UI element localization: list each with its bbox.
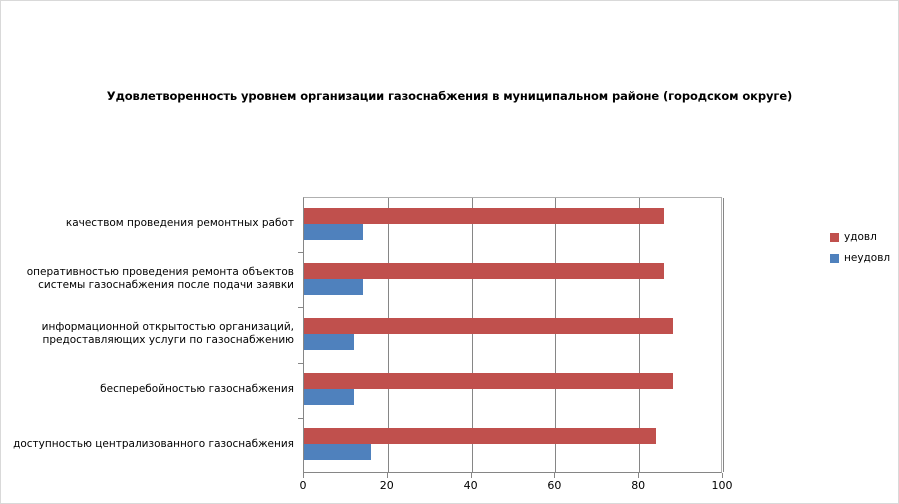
x-axis-tick-label: 60 — [547, 479, 562, 492]
x-axis-tick-mark — [638, 473, 640, 478]
x-axis-tick-mark — [386, 473, 388, 478]
plot-area — [303, 197, 724, 473]
y-axis-label-0: доступностью централизованного газоснабж… — [4, 438, 294, 451]
y-axis-label-2: информационной открытостью организаций, п… — [4, 321, 294, 347]
bar-неудовл-2 — [304, 334, 355, 350]
legend-label: удовл — [844, 231, 877, 243]
y-axis-label-line: оперативностью проведения ремонта объект… — [26, 265, 294, 278]
chart-title: Удовлетворенность уровнем организации га… — [106, 89, 793, 103]
bar-удовл-0 — [304, 428, 656, 445]
x-axis-tick-label: 100 — [711, 479, 733, 492]
x-axis-tick-mark — [722, 473, 723, 478]
y-axis-label-3: оперативностью проведения ремонта объект… — [4, 266, 294, 292]
y-axis-label-line: доступностью централизованного газоснабж… — [13, 437, 294, 450]
gridline — [639, 198, 641, 472]
gridline — [471, 198, 473, 472]
chart-legend: удовл неудовл — [830, 231, 890, 273]
y-axis-tick-mark — [298, 307, 303, 309]
x-axis-tick-label: 20 — [379, 479, 394, 492]
x-axis-tick-mark — [554, 473, 556, 478]
y-axis-label-1: бесперебойностью газоснабжения — [4, 383, 294, 396]
x-axis-tick-mark — [470, 473, 472, 478]
y-axis-tick-mark — [298, 362, 303, 364]
x-axis-tick-label: 0 — [299, 479, 307, 492]
x-axis-tick-label: 80 — [631, 479, 646, 492]
y-axis-label-line: качеством проведения ремонтных работ — [65, 217, 294, 230]
gridline — [555, 198, 557, 472]
y-axis-label-line: предоставляющих услуги по газоснабжению — [42, 334, 295, 346]
bar-неудовл-1 — [304, 389, 355, 406]
legend-label: неудовл — [844, 252, 891, 264]
legend-item-удовл: удовл — [830, 231, 890, 243]
x-axis-tick-labels: 0 20 40 60 80 100 — [1, 479, 898, 495]
y-axis-label-line: информационной открытостью организаций, — [41, 321, 294, 333]
y-axis-label-line: бесперебойностью газоснабжения — [100, 382, 294, 395]
bar-удовл-4 — [304, 207, 665, 224]
bar-неудовл-4 — [304, 223, 363, 240]
y-axis-label-line: системы газоснабжения после подачи заявк… — [38, 278, 294, 291]
bar-неудовл-3 — [304, 278, 363, 295]
gridline — [723, 198, 724, 472]
bar-неудовл-0 — [304, 444, 372, 461]
legend-swatch-icon — [830, 253, 839, 263]
bar-удовл-3 — [304, 262, 665, 279]
y-axis-label-4: качеством проведения ремонтных работ — [4, 217, 294, 230]
y-axis-tick-mark — [298, 252, 303, 254]
legend-item-неудовл: неудовл — [830, 252, 890, 264]
gridline — [387, 198, 389, 472]
x-axis-tick-mark — [303, 473, 304, 478]
bar-удовл-2 — [304, 318, 673, 334]
x-axis-tick-label: 40 — [463, 479, 478, 492]
y-axis-tick-mark — [298, 417, 303, 419]
legend-swatch-icon — [830, 232, 839, 242]
bar-удовл-1 — [304, 373, 673, 390]
